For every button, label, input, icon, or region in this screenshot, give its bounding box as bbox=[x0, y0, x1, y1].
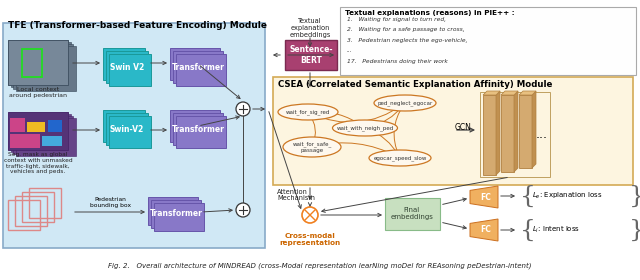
Bar bbox=[106, 113, 148, 145]
Bar bbox=[173, 113, 223, 145]
Bar bbox=[148, 197, 198, 225]
Bar bbox=[170, 48, 220, 80]
Text: Pedestrian
bounding box: Pedestrian bounding box bbox=[90, 197, 131, 208]
Bar bbox=[176, 54, 226, 86]
Text: Swin V2: Swin V2 bbox=[110, 62, 144, 71]
Text: FC: FC bbox=[480, 193, 491, 202]
Text: Transformer: Transformer bbox=[172, 125, 225, 134]
Bar bbox=[483, 95, 496, 175]
Text: Cross-modal
representation: Cross-modal representation bbox=[280, 233, 340, 246]
Text: 2.   Waiting for a safe passage to cross,: 2. Waiting for a safe passage to cross, bbox=[347, 27, 465, 32]
Text: }: } bbox=[629, 218, 640, 241]
Text: wait_for_sig_red: wait_for_sig_red bbox=[286, 109, 330, 115]
Bar bbox=[385, 198, 440, 230]
Bar bbox=[29, 188, 61, 218]
Text: CSEA (Correlated Semantic Explanation Affinity) Module: CSEA (Correlated Semantic Explanation Af… bbox=[278, 80, 552, 89]
Bar bbox=[10, 134, 40, 148]
Text: ...: ... bbox=[347, 48, 353, 53]
Text: TFE (Transformer-based Feature Encoding) Module: TFE (Transformer-based Feature Encoding)… bbox=[8, 20, 267, 29]
Bar bbox=[8, 40, 68, 85]
Text: egocar_speed_slow: egocar_speed_slow bbox=[373, 155, 427, 161]
Bar bbox=[273, 77, 633, 185]
Bar bbox=[48, 120, 62, 132]
Text: {: { bbox=[520, 218, 536, 241]
Polygon shape bbox=[470, 186, 498, 208]
Text: GCN: GCN bbox=[455, 123, 472, 132]
Polygon shape bbox=[532, 91, 536, 168]
Bar bbox=[285, 40, 337, 70]
Bar bbox=[173, 51, 223, 83]
Text: 3.   Pedestrian neglects the ego-vehicle,: 3. Pedestrian neglects the ego-vehicle, bbox=[347, 38, 467, 43]
Polygon shape bbox=[501, 91, 518, 95]
Ellipse shape bbox=[333, 120, 397, 136]
Text: ...: ... bbox=[536, 129, 548, 141]
Bar bbox=[10, 118, 25, 132]
Text: Textual
explanation
embeddings: Textual explanation embeddings bbox=[289, 18, 331, 38]
Bar bbox=[22, 49, 42, 77]
Bar bbox=[176, 116, 226, 148]
Bar bbox=[8, 112, 68, 150]
Text: Textual explanations (reasons) in PIE++ :: Textual explanations (reasons) in PIE++ … bbox=[345, 10, 515, 16]
Text: Swin-V2: Swin-V2 bbox=[110, 125, 144, 134]
Circle shape bbox=[236, 102, 250, 116]
Bar bbox=[27, 122, 45, 132]
Text: Transformer: Transformer bbox=[172, 62, 225, 71]
Bar bbox=[154, 203, 204, 231]
Text: Local context
around pedestrian: Local context around pedestrian bbox=[9, 87, 67, 98]
Ellipse shape bbox=[374, 95, 436, 111]
Text: $L_e$: Explanation loss: $L_e$: Explanation loss bbox=[532, 191, 602, 201]
Bar bbox=[340, 7, 636, 75]
Circle shape bbox=[236, 203, 250, 217]
Text: ped_neglect_egocar: ped_neglect_egocar bbox=[378, 100, 433, 106]
Text: 1.   Waiting for signal to turn red,: 1. Waiting for signal to turn red, bbox=[347, 17, 446, 22]
Text: {: { bbox=[520, 185, 536, 207]
Text: Final
embeddings: Final embeddings bbox=[390, 207, 433, 220]
Bar bbox=[15, 196, 47, 226]
Bar bbox=[519, 95, 532, 168]
Bar bbox=[15, 118, 76, 156]
Bar bbox=[8, 40, 68, 85]
Text: }: } bbox=[629, 185, 640, 207]
Bar bbox=[10, 114, 70, 152]
Ellipse shape bbox=[278, 104, 338, 120]
Ellipse shape bbox=[283, 137, 341, 157]
Bar bbox=[42, 136, 62, 146]
Bar bbox=[480, 92, 550, 177]
Bar bbox=[109, 116, 151, 148]
Circle shape bbox=[302, 207, 318, 223]
Bar bbox=[8, 112, 68, 150]
Text: Seg. mask as global
context with unmasked
traffic-light, sidewalk,
vehicles and : Seg. mask as global context with unmaske… bbox=[4, 152, 72, 174]
Text: Attention
Mechanism: Attention Mechanism bbox=[277, 188, 315, 202]
Polygon shape bbox=[496, 91, 500, 175]
Polygon shape bbox=[483, 91, 500, 95]
Bar bbox=[103, 48, 145, 80]
Text: wait_for_safe_
passage: wait_for_safe_ passage bbox=[292, 141, 332, 153]
Bar bbox=[3, 23, 265, 248]
Text: Transformer: Transformer bbox=[150, 209, 202, 218]
Text: FC: FC bbox=[480, 225, 491, 235]
Bar bbox=[13, 116, 73, 154]
Bar bbox=[151, 200, 201, 228]
Bar bbox=[8, 200, 40, 230]
Text: wait_with_neigh_ped: wait_with_neigh_ped bbox=[337, 125, 394, 131]
Text: 17.   Pedestrians doing their work: 17. Pedestrians doing their work bbox=[347, 59, 448, 64]
Polygon shape bbox=[470, 219, 498, 241]
Text: $L_i$: Intent loss: $L_i$: Intent loss bbox=[532, 225, 580, 235]
Bar bbox=[10, 42, 70, 87]
Bar bbox=[15, 46, 76, 91]
Bar bbox=[170, 110, 220, 142]
Bar bbox=[106, 51, 148, 83]
Text: Sentence-
BERT: Sentence- BERT bbox=[289, 45, 333, 65]
Bar bbox=[13, 44, 73, 89]
Bar bbox=[501, 95, 514, 172]
Bar bbox=[109, 54, 151, 86]
Bar bbox=[103, 110, 145, 142]
Bar bbox=[22, 192, 54, 222]
Text: Fig. 2.   Overall architecture of MINDREAD (cross-Modal representation learNing : Fig. 2. Overall architecture of MINDREAD… bbox=[108, 263, 532, 269]
Polygon shape bbox=[514, 91, 518, 172]
Ellipse shape bbox=[369, 150, 431, 166]
Polygon shape bbox=[519, 91, 536, 95]
